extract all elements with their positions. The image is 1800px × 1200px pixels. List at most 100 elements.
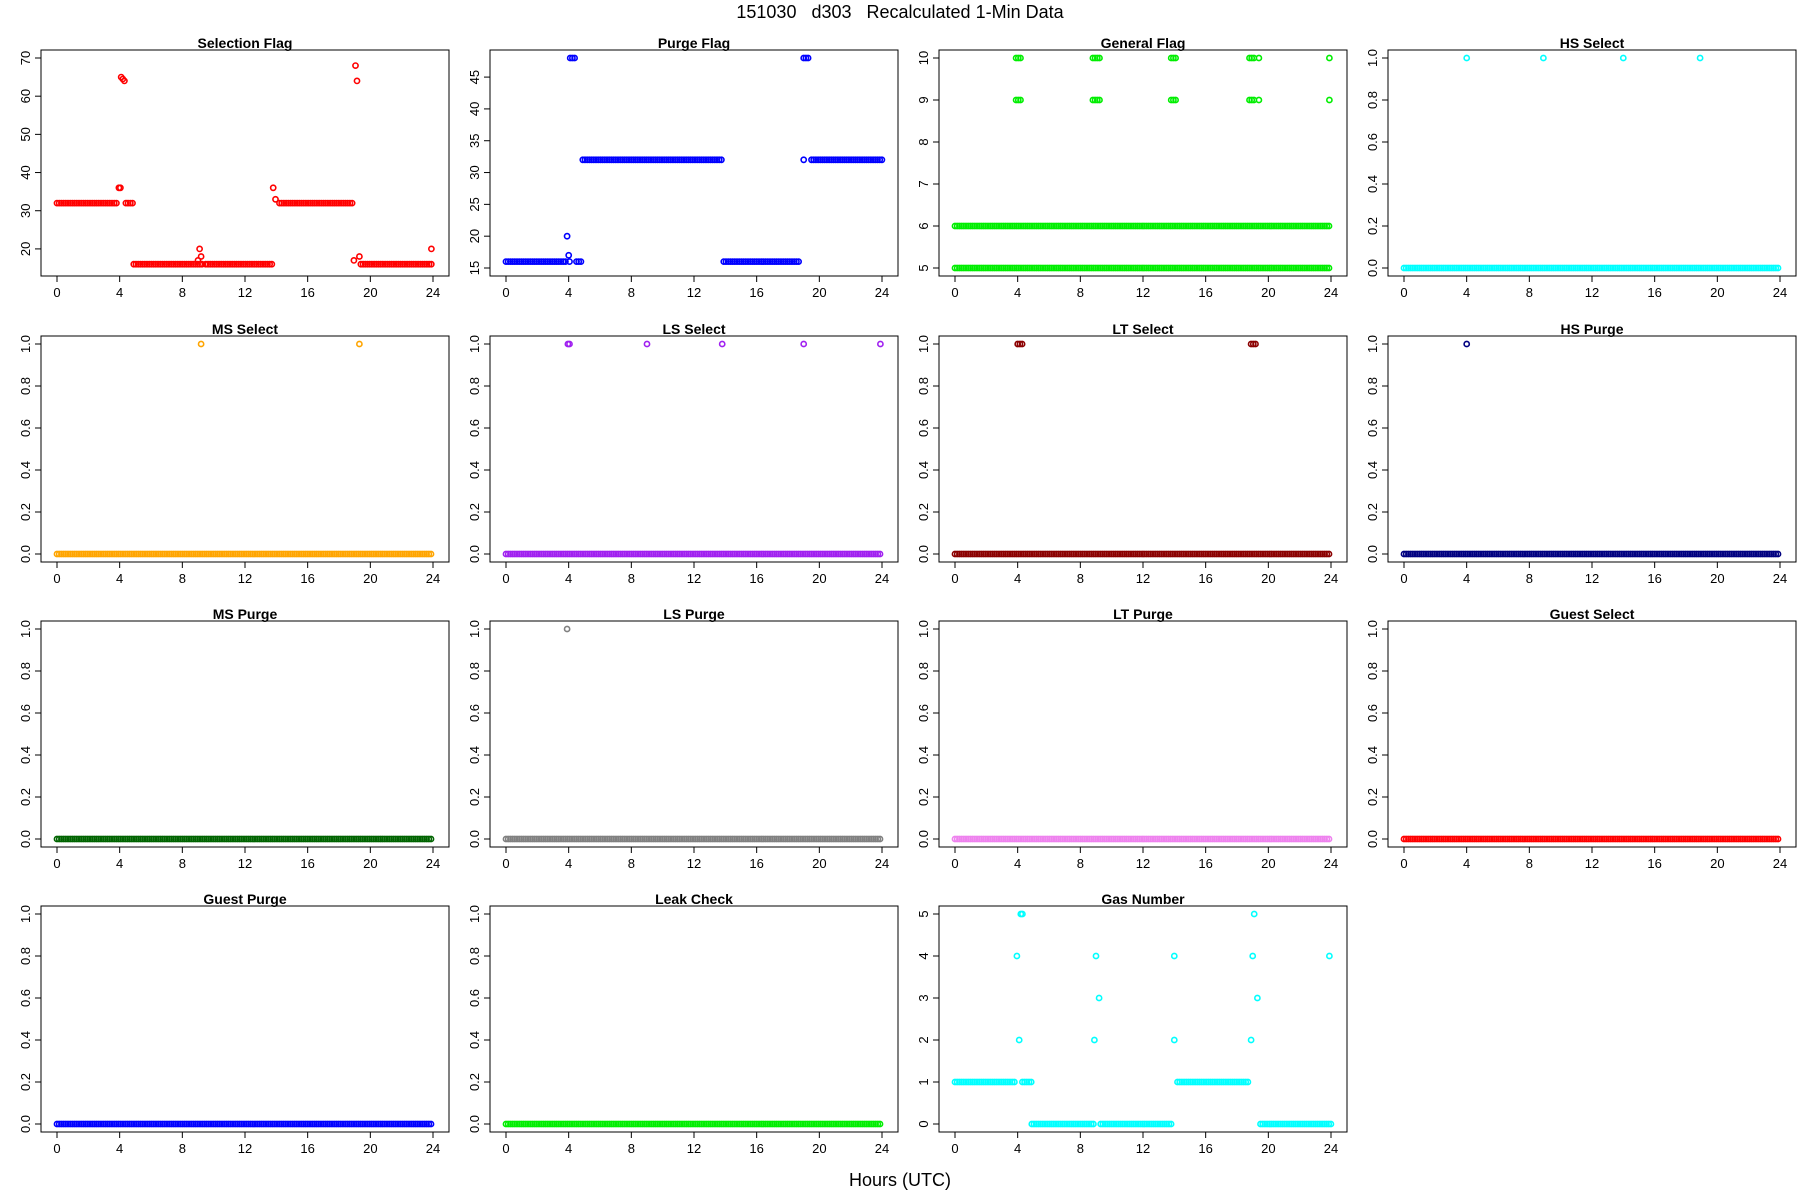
data-point [1147, 550, 1155, 558]
data-point [1136, 264, 1144, 272]
data-point [372, 835, 380, 843]
data-point [639, 835, 646, 843]
data-point [540, 1120, 547, 1128]
data-point [383, 835, 391, 843]
data-point [522, 550, 530, 558]
data-point [1091, 1036, 1098, 1044]
data-point [876, 550, 884, 558]
data-point [590, 835, 598, 843]
data-point [1081, 222, 1089, 230]
x-tick-label: 8 [1526, 571, 1533, 586]
data-point [771, 258, 778, 265]
data-point [1004, 222, 1012, 230]
data-point [802, 54, 810, 62]
data-point [357, 260, 365, 268]
data-point [263, 260, 271, 268]
data-point [53, 550, 61, 558]
data-point [522, 835, 530, 843]
data-point [310, 835, 318, 843]
data-point [291, 199, 299, 207]
data-point [546, 1120, 554, 1128]
data-point [1202, 264, 1210, 272]
data-point [277, 1120, 285, 1128]
data-point [522, 1120, 530, 1128]
data-point [641, 1120, 648, 1128]
data-point [1014, 340, 1022, 348]
data-point [1279, 835, 1287, 843]
data-point [812, 1120, 820, 1128]
data-point [760, 550, 767, 558]
data-point [357, 1120, 364, 1128]
data-run [502, 550, 884, 558]
data-point [800, 156, 808, 164]
data-point [958, 264, 965, 272]
data-point [1103, 550, 1111, 558]
data-point [1000, 550, 1007, 558]
data-point [729, 258, 736, 265]
data-point [819, 835, 827, 843]
data-point [427, 550, 435, 558]
data-point [863, 156, 870, 164]
data-point [129, 199, 136, 207]
data-point [1048, 550, 1056, 558]
data-point [665, 835, 673, 843]
data-point [1774, 264, 1782, 272]
data-point [374, 550, 382, 558]
data-point [73, 199, 81, 207]
data-point [1169, 835, 1177, 843]
data-point [971, 264, 979, 272]
data-point [264, 1120, 272, 1128]
data-point [850, 835, 857, 843]
data-point [288, 550, 296, 558]
x-tick-label: 24 [875, 856, 889, 871]
data-point [1013, 550, 1020, 558]
y-tick-label: 5 [916, 264, 931, 271]
data-point [964, 835, 972, 843]
y-tick-label: 0.6 [467, 419, 482, 437]
data-point [280, 550, 287, 558]
data-point [315, 199, 323, 207]
y-tick-label: 8 [916, 138, 931, 145]
panel-title: LT Select [1112, 321, 1174, 337]
data-point [401, 1120, 408, 1128]
data-point [352, 550, 360, 558]
data-point [755, 258, 763, 265]
data-point [264, 835, 272, 843]
data-point [529, 1120, 536, 1128]
data-point [975, 550, 983, 558]
data-point [409, 835, 417, 843]
data-point [638, 156, 646, 164]
data-point [788, 258, 796, 265]
data-point [1420, 550, 1428, 558]
data-point [764, 258, 772, 265]
data-point [297, 835, 305, 843]
data-point [1008, 222, 1016, 230]
data-point [365, 835, 373, 843]
data-point [251, 835, 259, 843]
data-point [366, 260, 374, 268]
data-point [511, 258, 519, 265]
data-point [1165, 1120, 1173, 1128]
data-point [269, 184, 277, 192]
data-point [971, 1078, 979, 1086]
data-point [1323, 264, 1331, 272]
data-point [960, 1078, 968, 1086]
data-point [971, 550, 979, 558]
plot-frame [40, 905, 450, 1133]
data-point [788, 1120, 796, 1128]
data-point [982, 835, 990, 843]
x-tick-label: 4 [1463, 571, 1470, 586]
data-point [808, 835, 816, 843]
data-point [275, 835, 283, 843]
data-point [537, 550, 545, 558]
data-point [1095, 994, 1103, 1002]
data-point [713, 156, 721, 164]
x-tick-label: 24 [1324, 571, 1338, 586]
data-point [335, 835, 342, 843]
data-point [843, 835, 851, 843]
data-point [319, 1120, 327, 1128]
data-point [350, 1120, 358, 1128]
data-point [724, 550, 732, 558]
data-point [762, 835, 769, 843]
data-point [628, 550, 635, 558]
